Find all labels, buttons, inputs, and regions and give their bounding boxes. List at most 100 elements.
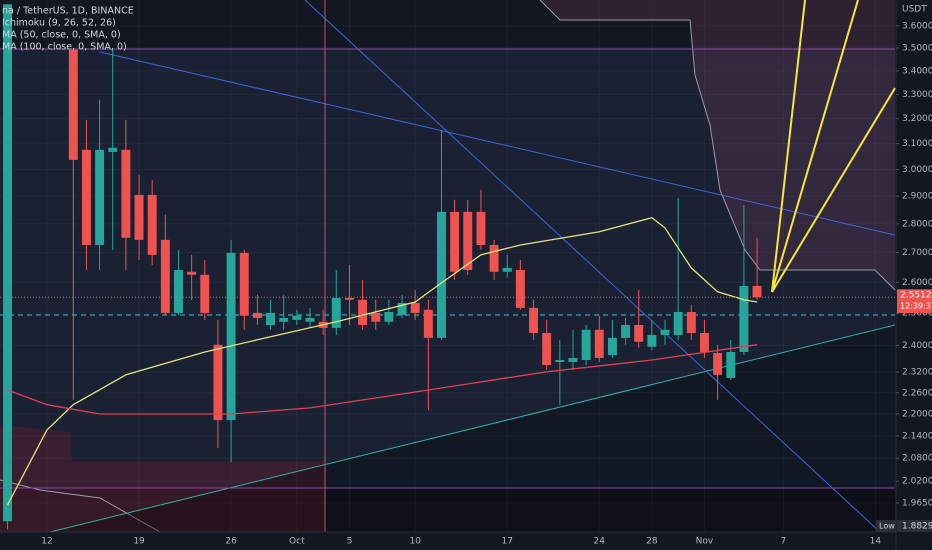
candle-body — [160, 239, 170, 313]
countdown: 12:39:31 — [900, 302, 932, 311]
candle-body — [437, 211, 446, 338]
candle-body — [292, 315, 302, 320]
candle-body — [252, 312, 262, 318]
candle-body — [187, 271, 197, 275]
candle-body — [686, 311, 696, 334]
drawings — [0, 0, 896, 533]
candle-body — [134, 194, 144, 240]
candle-body — [660, 329, 670, 335]
x-tick-label: 24 — [594, 537, 606, 547]
y-tick-label: 2.1400 — [902, 431, 932, 441]
y-tick-label: 2.6000 — [902, 278, 932, 288]
candle-body — [410, 302, 420, 313]
last-price: 2.5512 — [900, 291, 932, 301]
candle-body — [3, 4, 13, 522]
y-tick-label: 3.6000 — [902, 21, 932, 31]
legend-title: na / TetherUS, 1D, BINANCE — [2, 6, 134, 17]
x-tick-label: 17 — [501, 537, 512, 547]
candle-body — [121, 149, 131, 238]
low-label: Low — [879, 522, 895, 531]
candle-body — [607, 337, 617, 355]
cloud-edge — [539, 0, 896, 291]
trend-line — [99, 51, 896, 236]
cloud-low — [0, 425, 325, 532]
candle-body — [568, 357, 578, 362]
plot — [0, 4, 895, 530]
y-tick-label: 2.9000 — [902, 192, 932, 202]
candle-body — [581, 329, 591, 360]
y-tick-label: 3.0000 — [902, 165, 932, 175]
legend-indicator: Ichimoku (9, 26, 52, 26) — [2, 18, 116, 29]
x-tick-label: 7 — [780, 537, 786, 547]
candle-body — [384, 311, 394, 322]
candle-body — [397, 302, 407, 315]
cloud — [540, 0, 895, 290]
last-price-badge — [897, 289, 932, 314]
candle-body — [621, 324, 631, 338]
range-zone — [0, 49, 895, 488]
time-axis — [0, 532, 932, 550]
candle-body — [515, 269, 525, 308]
candle-body — [634, 324, 644, 342]
candle-body — [542, 333, 552, 366]
candle-body — [371, 312, 381, 322]
candle-body — [266, 312, 276, 325]
y-tick-label: 2.0200 — [902, 477, 932, 487]
y-tick-label: 2.2000 — [902, 409, 932, 419]
y-tick-label: 2.2600 — [902, 388, 932, 398]
x-tick-label: 10 — [409, 537, 421, 547]
candle-body — [713, 352, 723, 375]
currency: USDT — [902, 5, 927, 15]
x-tick-label: Nov — [696, 537, 714, 547]
y-tick-label: 1.9650 — [902, 498, 932, 508]
y-tick-label: 3.4000 — [902, 66, 932, 76]
candle-body — [555, 359, 565, 362]
candle-body — [673, 311, 683, 335]
y-tick-label: 2.7000 — [902, 248, 932, 258]
candle-body — [752, 285, 762, 298]
fan-line — [771, 87, 896, 293]
y-tick-label: 2.8000 — [902, 219, 932, 229]
candle-body — [68, 49, 78, 160]
candle-body — [305, 317, 315, 322]
cloud-edge — [0, 479, 161, 533]
candle-body — [81, 149, 91, 246]
fan-line — [771, 0, 859, 293]
x-tick-label: 14 — [870, 537, 882, 547]
candle-body — [226, 252, 236, 421]
candle-body — [108, 147, 118, 152]
x-tick-label: 28 — [646, 537, 658, 547]
x-tick-label: 12 — [41, 537, 52, 547]
candle-body — [239, 252, 249, 316]
candle-body — [529, 307, 538, 334]
y-tick-label: 2.3200 — [902, 368, 932, 378]
x-tick-label: 5 — [347, 537, 353, 547]
candle-body — [594, 329, 604, 358]
candle-body — [739, 285, 749, 352]
low-value: 1.8829 — [902, 522, 932, 532]
y-tick-label: 2.4000 — [902, 341, 932, 351]
y-tick-label: 2.0800 — [902, 454, 932, 464]
legend-entry: MA (100, close, 0, SMA, 0) — [2, 42, 127, 53]
candle-body — [147, 194, 157, 255]
low-badge — [876, 520, 896, 532]
x-tick-label: 19 — [133, 537, 145, 547]
trend-line — [49, 324, 896, 533]
candle-body — [489, 245, 499, 272]
candle-body — [699, 333, 709, 352]
fan-line — [771, 0, 806, 293]
candle-body — [647, 334, 657, 347]
candle-body — [174, 269, 183, 313]
y-tick-label: 2.5000 — [902, 309, 932, 319]
candle-body — [279, 317, 289, 322]
low-value-badge — [897, 520, 932, 532]
moving-average — [7, 344, 758, 415]
candle-body — [726, 351, 736, 378]
y-tick-label: 3.1000 — [902, 139, 932, 149]
candle-body — [450, 211, 460, 272]
x-tick-label: 26 — [225, 537, 237, 547]
candle-body — [213, 344, 223, 421]
y-tick-label: 3.3000 — [902, 90, 932, 100]
legend-entry: MA (50, close, 0, SMA, 0) — [2, 30, 121, 41]
